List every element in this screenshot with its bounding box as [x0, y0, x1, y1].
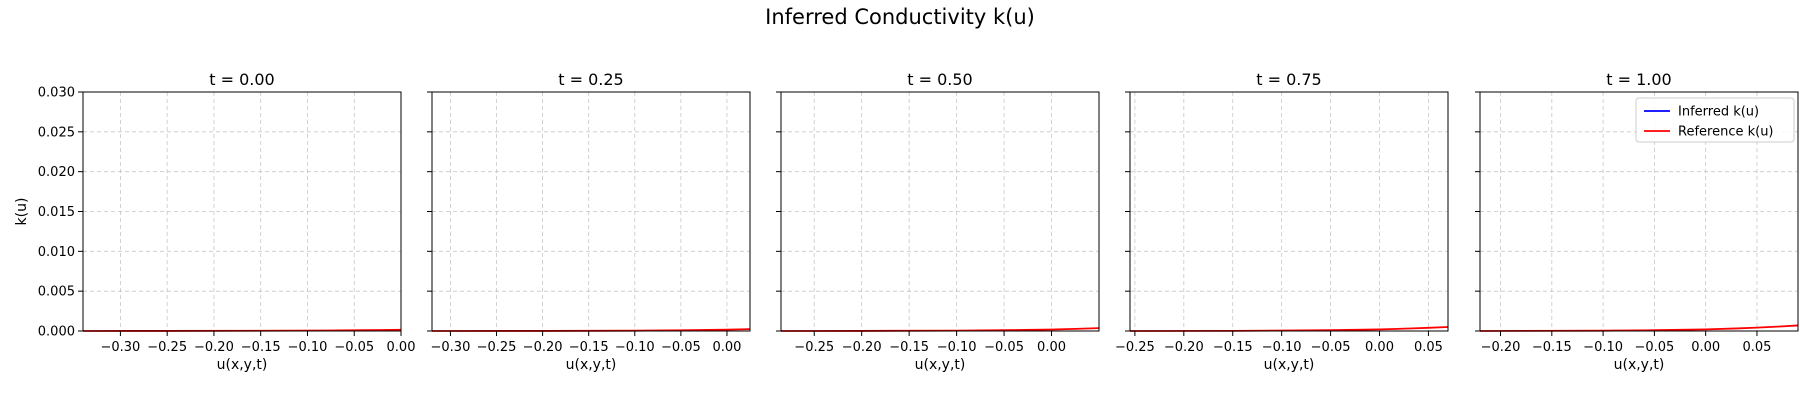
subplot-title: t = 0.25	[558, 70, 623, 89]
plot-area	[432, 92, 750, 331]
plot-area	[1130, 92, 1448, 331]
y-tick-label: 0.030	[38, 86, 75, 101]
x-tick-label: 0.00	[387, 340, 416, 355]
x-tick-label: −0.05	[661, 340, 701, 355]
x-tick-label: −0.05	[1634, 340, 1674, 355]
y-tick-label: 0.015	[38, 205, 75, 220]
subplot-1: −0.30 −0.25 −0.20 −0.15 −0.10 −0.05 0.00 t = 0.…	[427, 70, 751, 373]
x-tick-label: 0.05	[1742, 340, 1771, 355]
subplot-title: t = 0.75	[1256, 70, 1321, 89]
x-tick-label: −0.05	[1311, 340, 1351, 355]
subplot-title: t = 0.50	[907, 70, 972, 89]
subplot-title: t = 1.00	[1606, 70, 1671, 89]
y-tick-label: 0.020	[38, 165, 75, 180]
x-tick-label: −0.10	[1583, 340, 1623, 355]
x-tick-label: −0.20	[194, 340, 234, 355]
x-tick-label: −0.20	[1164, 340, 1204, 355]
x-tick-label: −0.20	[1481, 340, 1521, 355]
subplot-4: −0.20 −0.15 −0.10 −0.05 0.00 0.05 t = 1.00 u(x,…	[1475, 70, 1799, 373]
x-tick-label: −0.25	[147, 340, 187, 355]
x-axis-label: u(x,y,t)	[1614, 357, 1665, 373]
x-tick-label: −0.20	[523, 340, 563, 355]
x-tick-label: −0.20	[842, 340, 882, 355]
x-tick-label: 0.00	[1365, 340, 1394, 355]
x-tick-label: −0.10	[1262, 340, 1302, 355]
x-tick-label: −0.10	[937, 340, 977, 355]
x-tick-label: −0.25	[477, 340, 517, 355]
x-tick-label: 0.00	[1037, 340, 1066, 355]
y-tick-label: 0.005	[38, 285, 75, 300]
subplot-title: t = 0.00	[209, 70, 274, 89]
x-axis-label: u(x,y,t)	[566, 357, 617, 373]
subplot-2: −0.25 −0.20 −0.15 −0.10 −0.05 0.00 t = 0.50 u(x…	[776, 70, 1100, 373]
plot-area	[83, 92, 401, 331]
x-tick-label: 0.00	[1691, 340, 1720, 355]
x-tick-label: −0.05	[334, 340, 374, 355]
subplots: −0.30 −0.25 −0.20 −0.15 −0.10 −0.05 0.00 0.000 0…	[14, 70, 1799, 373]
x-tick-label: −0.10	[288, 340, 328, 355]
x-tick-label: −0.30	[100, 340, 140, 355]
x-tick-label: −0.05	[984, 340, 1024, 355]
legend-box	[1635, 97, 1795, 143]
x-tick-label: −0.15	[241, 340, 281, 355]
y-axis-label: k(u)	[14, 198, 30, 226]
x-tick-label: −0.10	[615, 340, 655, 355]
x-tick-label: 0.00	[712, 340, 741, 355]
x-tick-label: −0.15	[889, 340, 929, 355]
legend-label: Reference k(u)	[1678, 125, 1774, 140]
x-tick-label: −0.25	[794, 340, 834, 355]
x-tick-label: 0.05	[1414, 340, 1443, 355]
figure-title: Inferred Conductivity k(u)	[765, 5, 1035, 29]
subplot-3: −0.25 −0.20 −0.15 −0.10 −0.05 0.00 0.05 t = 0.7…	[1115, 70, 1449, 373]
x-axis-label: u(x,y,t)	[217, 357, 268, 373]
x-tick-label: −0.15	[569, 340, 609, 355]
x-axis-label: u(x,y,t)	[915, 357, 966, 373]
y-tick-label: 0.010	[38, 245, 75, 260]
x-tick-label: −0.15	[1532, 340, 1572, 355]
legend-label: Inferred k(u)	[1678, 105, 1759, 120]
y-tick-label: 0.025	[38, 125, 75, 140]
x-tick-label: −0.30	[431, 340, 471, 355]
legend: Inferred k(u) Reference k(u)	[1635, 97, 1795, 143]
x-tick-label: −0.25	[1115, 340, 1155, 355]
y-tick-label: 0.000	[38, 325, 75, 340]
x-tick-label: −0.15	[1213, 340, 1253, 355]
subplot-0: −0.30 −0.25 −0.20 −0.15 −0.10 −0.05 0.00 0.000 0…	[14, 70, 415, 373]
x-axis-label: u(x,y,t)	[1264, 357, 1315, 373]
